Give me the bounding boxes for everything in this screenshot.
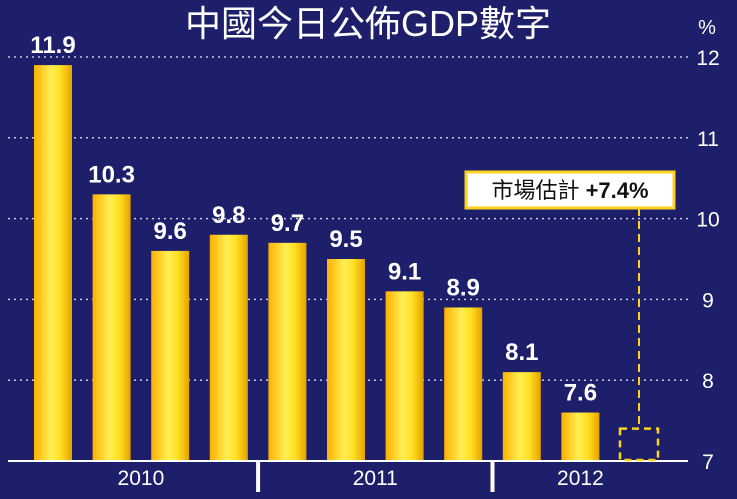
chart-title: 中國今日公佈GDP數字 [185, 3, 551, 44]
estimate-callout-box [464, 170, 676, 210]
value-label: 9.5 [329, 226, 362, 253]
bar [151, 250, 190, 461]
estimate-prefix: 市場估計 [491, 178, 579, 203]
year-label: 2011 [353, 467, 398, 490]
value-label: 8.9 [447, 274, 480, 301]
y-tick-label: 8 [702, 370, 714, 393]
bar [444, 307, 483, 461]
y-tick-label: 7 [702, 451, 714, 474]
estimate-bar [618, 427, 660, 462]
value-label: 9.7 [271, 210, 304, 237]
y-tick-label: 9 [702, 289, 714, 312]
bar [92, 194, 131, 462]
year-label: 2012 [557, 467, 604, 490]
value-label: 9.6 [154, 218, 187, 245]
estimate-value: +7.4% [579, 178, 648, 203]
x-axis: 2010 2011 2012 [8, 460, 688, 492]
y-tick-label: 12 [696, 47, 719, 70]
year-label: 2010 [118, 467, 165, 490]
bar [34, 65, 72, 461]
bar [561, 412, 600, 461]
value-label: 10.3 [88, 161, 135, 188]
value-label: 9.1 [388, 258, 421, 285]
bar [385, 291, 424, 461]
y-axis-unit: % [698, 17, 716, 39]
bar [209, 234, 248, 461]
y-axis-ticks: 7 8 9 10 11 12 [696, 47, 719, 474]
y-tick-label: 11 [697, 128, 719, 151]
y-tick-label: 10 [696, 209, 719, 232]
value-label: 7.6 [564, 380, 597, 407]
value-label: 11.9 [30, 32, 75, 59]
market-estimate: 市場估計 +7.4% [464, 170, 676, 462]
bar [327, 259, 365, 461]
bar [502, 372, 541, 461]
value-label: 8.1 [505, 339, 538, 366]
bar-series [34, 65, 600, 462]
estimate-callout-label: 市場估計 +7.4% [491, 178, 648, 203]
value-labels: 11.9 10.3 9.6 9.8 9.7 9.5 9.1 8.9 8.1 7.6 [30, 32, 597, 406]
value-label: 9.8 [212, 202, 245, 229]
bar [268, 242, 307, 461]
